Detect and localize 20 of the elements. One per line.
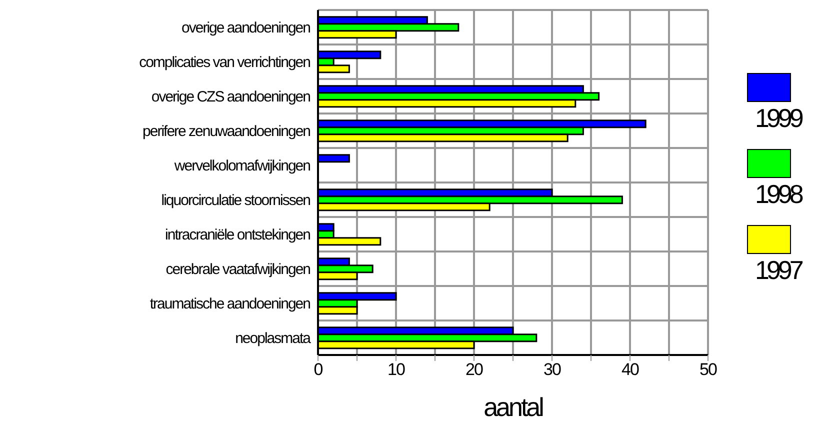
legend-label: 1998 [755,178,801,210]
x-tick-label: 40 [622,360,639,380]
y-tick-label: wervelkolomafwijkingen [173,158,311,175]
y-tick-label: overige CZS aandoeningen [151,88,311,106]
y-tick-label: liquorcirculatie stoornissen [161,192,311,210]
x-tick-label: 10 [388,360,405,380]
y-tick-label: perifere zenuwaandoeningen [142,123,311,140]
x-axis-title: aantal [484,392,544,422]
legend-label: 1997 [755,254,801,286]
legend-label: 1999 [755,102,801,134]
x-tick-label: 50 [700,360,717,380]
y-tick-label: traumatische aandoeningen [150,296,311,313]
x-tick-label: 30 [544,360,561,380]
y-tick-label: cerebrale vaatafwijkingen [166,261,311,278]
y-tick-label: complicaties van verrichtingen [139,54,311,72]
y-tick-label: neoplasmata [235,330,312,348]
x-tick-label: 0 [314,360,323,380]
y-tick-label: intracraniële ontstekingen [165,226,311,244]
y-tick-label: overige aandoeningen [182,20,311,37]
x-tick-label: 20 [466,360,483,380]
